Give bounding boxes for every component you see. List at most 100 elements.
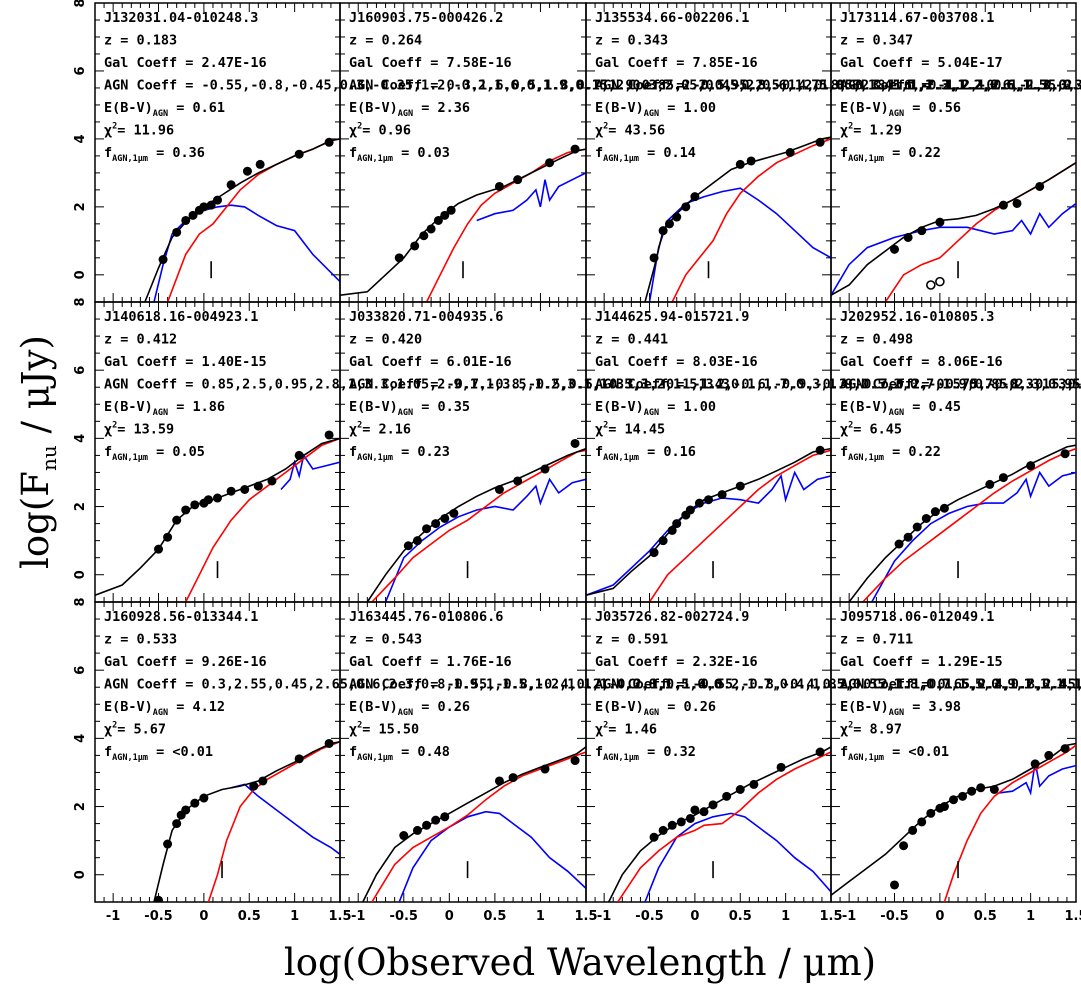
gal-coeff-label: Gal Coeff = 6.01E-16 (349, 354, 512, 370)
panel-J132031.04-010248.3: 0 2 4 6 8 J132031.04-010248.3 z = 0.183 Gal Coe… (73, 0, 1081, 303)
ebv-label: E(B-V)AGN = 4.12 (104, 699, 225, 718)
data-point (440, 513, 450, 523)
fagn-label: fAGN,1μm = 0.36 (104, 145, 205, 164)
data-point (163, 532, 173, 542)
fagn-value: 0.22 (908, 444, 941, 460)
gal-coeff-value: 1.29E-15 (938, 654, 1003, 670)
plot-area (586, 445, 831, 602)
data-point (672, 519, 682, 529)
redshift-label: z = 0.591 (595, 632, 668, 648)
fagn-value: 0.03 (417, 145, 450, 161)
fagn-value: 0.22 (908, 145, 941, 161)
x-axis-title: log(Observed Wavelength / μm) (284, 941, 876, 984)
redshift-value: 0.264 (382, 33, 423, 49)
data-point (410, 241, 420, 251)
plot-area (362, 746, 586, 902)
fagn-label: fAGN,1μm = 0.03 (349, 145, 450, 164)
fagn-value: 0.32 (663, 744, 696, 760)
fagn-value: 0.23 (417, 444, 450, 460)
agn-coeff-value: -0.75,-0.8,-0.5,0.4,-0.3,1,-0.1,1.5,0.1,… (938, 377, 1081, 393)
data-point (181, 805, 191, 815)
data-point (431, 815, 441, 825)
data-point (440, 210, 450, 220)
agn-model-line (384, 477, 586, 602)
data-point (294, 450, 304, 460)
redshift-label: z = 0.347 (840, 33, 913, 49)
redshift-value: 0.183 (137, 33, 178, 49)
data-point (394, 253, 404, 263)
total-model-line (340, 148, 586, 296)
agn-model-line (648, 187, 831, 302)
gal-coeff-label: Gal Coeff = 7.85E-16 (595, 55, 758, 71)
data-point (917, 226, 927, 236)
agn-coeff-value: 0.65,2.4,0.8,2.45,0.95,2.7,1,2.4,1.05,3.… (938, 677, 1081, 693)
y-tick-label: 6 (73, 666, 88, 675)
y-tick-label: 2 (73, 202, 88, 211)
ebv-label: E(B-V)AGN = 0.26 (595, 699, 716, 718)
fagn-label: fAGN,1μm = 0.32 (595, 744, 696, 763)
data-point (399, 831, 409, 841)
panel-J160903.75-000426.2: J160903.75-000426.2 z = 0.264 Gal Coeff = … (339, 2, 1081, 303)
object-name: J140618.16-004923.1 (104, 309, 258, 325)
data-point (258, 776, 268, 786)
agn-model-line (586, 470, 831, 596)
x-tick-label: -0.5 (390, 909, 418, 924)
fagn-label: fAGN,1μm = <0.01 (104, 744, 213, 763)
redshift-label: z = 0.343 (595, 33, 668, 49)
data-point (939, 802, 949, 812)
ebv-label: E(B-V)AGN = 2.36 (349, 100, 470, 119)
panel-J202952.16-010805.3: J202952.16-010805.3 z = 0.498 Gal Coeff = … (830, 301, 1081, 603)
data-point (494, 776, 504, 786)
chi2-label: χ2= 43.56 (595, 122, 665, 139)
plot-area (607, 746, 831, 902)
chi2-label: χ2= 6.45 (840, 421, 902, 438)
chi2-value: 13.59 (134, 422, 175, 438)
data-point (419, 231, 429, 241)
y-tick-label: 4 (73, 434, 88, 443)
agn-coeff-value: -0.55,-0.8,-0.4,0.2,-0.2,1.1,0,1.5,0.2,1… (693, 677, 1081, 693)
data-point (158, 255, 168, 265)
x-tick-label: 0.5 (238, 909, 261, 924)
gal-coeff-value: 8.03E-16 (693, 354, 758, 370)
gal-coeff-value: 1.40E-15 (202, 354, 267, 370)
data-point (815, 445, 825, 455)
data-point (667, 525, 677, 535)
data-point (540, 464, 550, 474)
data-point (649, 832, 659, 842)
ebv-value: 3.98 (929, 699, 962, 715)
agn-model-line (476, 172, 586, 222)
agn-coeff-value: -0.55,-0.8,-0.4,0.2,-0.2,1,0,1.4,0.2,1.7… (447, 677, 1081, 693)
data-point (412, 825, 422, 835)
gal-coeff-value: 7.58E-16 (447, 55, 512, 71)
data-point (1060, 744, 1070, 754)
agn-model-line (871, 470, 1076, 602)
agn-coeff-value: -0.5,-0.8,-0.4,0.8,-0.3,1.6,-0.1,2.1,0.1… (693, 78, 1081, 94)
data-point (989, 785, 999, 794)
data-point (1026, 461, 1036, 471)
upper-limit-point (926, 280, 936, 290)
data-point (667, 820, 677, 830)
x-tick-label: 0.5 (483, 909, 506, 924)
data-point (199, 793, 209, 803)
fagn-label: fAGN,1μm = <0.01 (840, 744, 949, 763)
fagn-value: <0.01 (172, 744, 213, 760)
data-point (324, 430, 334, 440)
ebv-value: 0.26 (438, 699, 471, 715)
redshift-label: z = 0.533 (104, 632, 177, 648)
data-point (403, 541, 413, 551)
panel-J135534.66-002206.1: J135534.66-002206.1 z = 0.343 Gal Coeff = … (585, 2, 1081, 303)
x-tick-label: 1.5 (328, 909, 351, 924)
data-point (294, 754, 304, 764)
galaxy-model-line (617, 751, 831, 902)
galaxy-model-line (184, 437, 340, 602)
agn-coeff-label: AGN Coeff = 0.3,2.55,0.45,2.65,0.6,2.3,0… (104, 677, 722, 693)
data-point (926, 808, 936, 818)
gal-coeff-label: Gal Coeff = 2.47E-16 (104, 55, 267, 71)
data-point (267, 476, 277, 486)
ebv-label: E(B-V)AGN = 0.35 (349, 399, 470, 418)
data-point (690, 805, 700, 815)
chi2-label: χ2= 14.45 (595, 421, 665, 438)
x-tick-label: 0 (199, 909, 208, 924)
data-point (422, 524, 432, 534)
agn-coeff-value: 0.3,2.55,0.45,2.65,0.6,2.3,0.8,1.9,1,1.5… (202, 677, 722, 693)
